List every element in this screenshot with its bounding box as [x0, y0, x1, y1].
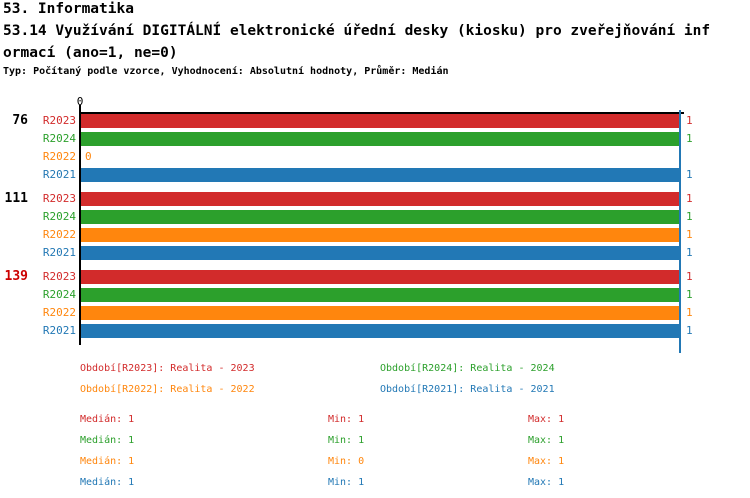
stat-cell: Medián: 1: [80, 477, 135, 488]
stat-cell: Medián: 1: [80, 456, 135, 467]
bar-row-label: R2023: [42, 114, 76, 127]
legend-item: Období[R2021]: Realita - 2021: [380, 384, 555, 395]
y-axis-line: [79, 105, 81, 345]
bar-row-label: R2021: [42, 246, 76, 259]
stat-cell: Min: 1: [328, 414, 365, 425]
bar-value-label: 1: [686, 192, 693, 205]
bar: [81, 270, 679, 284]
bar: [81, 210, 679, 224]
bar-row-label: R2021: [42, 324, 76, 337]
legend-item: Období[R2022]: Realita - 2022: [80, 384, 255, 395]
stat-cell: Max: 1: [528, 477, 565, 488]
x-axis-top-line: [79, 112, 684, 114]
group-label: 111: [4, 191, 28, 206]
gridline-value-1: [679, 110, 681, 353]
legend-item: Období[R2023]: Realita - 2023: [80, 363, 255, 374]
bar-value-label: 0: [85, 150, 92, 163]
bar: [81, 246, 679, 260]
bar-value-label: 1: [686, 132, 693, 145]
bar-value-label: 1: [686, 270, 693, 283]
bar-value-label: 1: [686, 228, 693, 241]
chart-title-line-2: ormací (ano=1, ne=0): [3, 45, 178, 61]
stat-cell: Medián: 1: [80, 414, 135, 425]
bar-value-label: 1: [686, 324, 693, 337]
bar: [81, 132, 679, 146]
bar-value-label: 1: [686, 210, 693, 223]
bar-value-label: 1: [686, 114, 693, 127]
stat-cell: Max: 1: [528, 435, 565, 446]
stat-cell: Medián: 1: [80, 435, 135, 446]
group-label: 139: [4, 269, 28, 284]
bar-value-label: 1: [686, 168, 693, 181]
bar: [81, 306, 679, 320]
bar-row-label: R2022: [42, 228, 76, 241]
stat-cell: Min: 1: [328, 477, 365, 488]
bar-value-label: 1: [686, 306, 693, 319]
bar: [81, 228, 679, 242]
bar: [81, 324, 679, 338]
axis-zero-tick-label: 0: [76, 95, 84, 108]
stat-cell: Min: 0: [328, 456, 365, 467]
bar-value-label: 1: [686, 288, 693, 301]
bar-row-label: R2022: [42, 306, 76, 319]
bar-row-label: R2024: [42, 132, 76, 145]
bar-row-label: R2024: [42, 288, 76, 301]
chart-meta-line: Typ: Počítaný podle vzorce, Vyhodnocení:…: [3, 66, 449, 77]
bar-row-label: R2024: [42, 210, 76, 223]
bar-row-label: R2023: [42, 270, 76, 283]
stat-cell: Max: 1: [528, 414, 565, 425]
section-title: 53. Informatika: [3, 1, 134, 17]
chart-title-line-1: 53.14 Využívání DIGITÁLNÍ elektronické ú…: [3, 23, 711, 39]
stat-cell: Min: 1: [328, 435, 365, 446]
group-label: 76: [12, 113, 28, 128]
bar: [81, 192, 679, 206]
bar-row-label: R2023: [42, 192, 76, 205]
bar-row-label: R2022: [42, 150, 76, 163]
bar-row-label: R2021: [42, 168, 76, 181]
legend-item: Období[R2024]: Realita - 2024: [380, 363, 555, 374]
bar: [81, 168, 679, 182]
stat-cell: Max: 1: [528, 456, 565, 467]
bar: [81, 288, 679, 302]
bar: [81, 114, 679, 128]
bar-value-label: 1: [686, 246, 693, 259]
